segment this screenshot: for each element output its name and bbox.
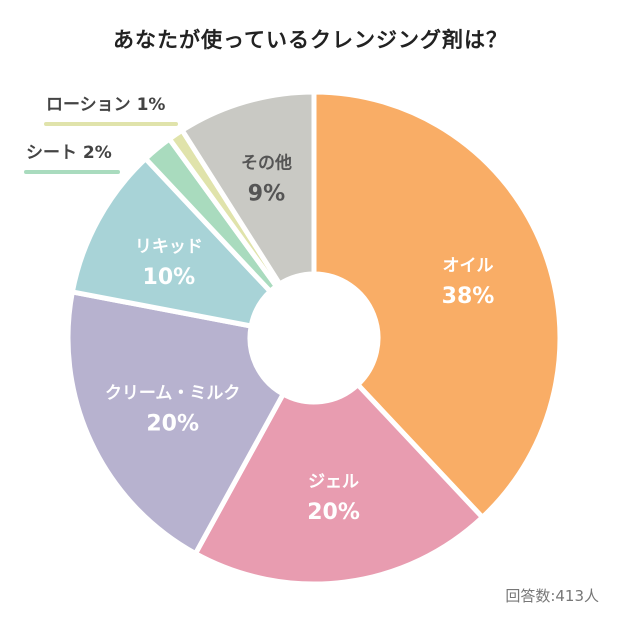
callout-label: ローション 1% xyxy=(46,95,165,115)
slice-label: ジェル xyxy=(308,472,359,492)
slice-4 xyxy=(69,156,273,329)
callout-label: シート 2% xyxy=(26,143,112,163)
slice-value: 10% xyxy=(143,265,196,290)
slice-label: その他 xyxy=(241,152,292,173)
slice-value: 20% xyxy=(307,500,360,525)
slice-value: 38% xyxy=(442,284,495,309)
slice-7 xyxy=(179,89,317,287)
slice-3 xyxy=(65,289,286,557)
slice-value: 20% xyxy=(146,411,199,436)
slice-1 xyxy=(311,89,563,520)
slice-label: リキッド xyxy=(135,237,203,257)
chart-title: あなたが使っているクレンジング剤は？ xyxy=(113,28,508,52)
slice-label: クリーム・ミルク xyxy=(105,383,241,403)
slice-2 xyxy=(192,382,485,587)
respondent-count: 回答数:413人 xyxy=(505,587,599,605)
slice-value: 9% xyxy=(248,181,285,206)
slice-label: オイル xyxy=(442,256,493,276)
